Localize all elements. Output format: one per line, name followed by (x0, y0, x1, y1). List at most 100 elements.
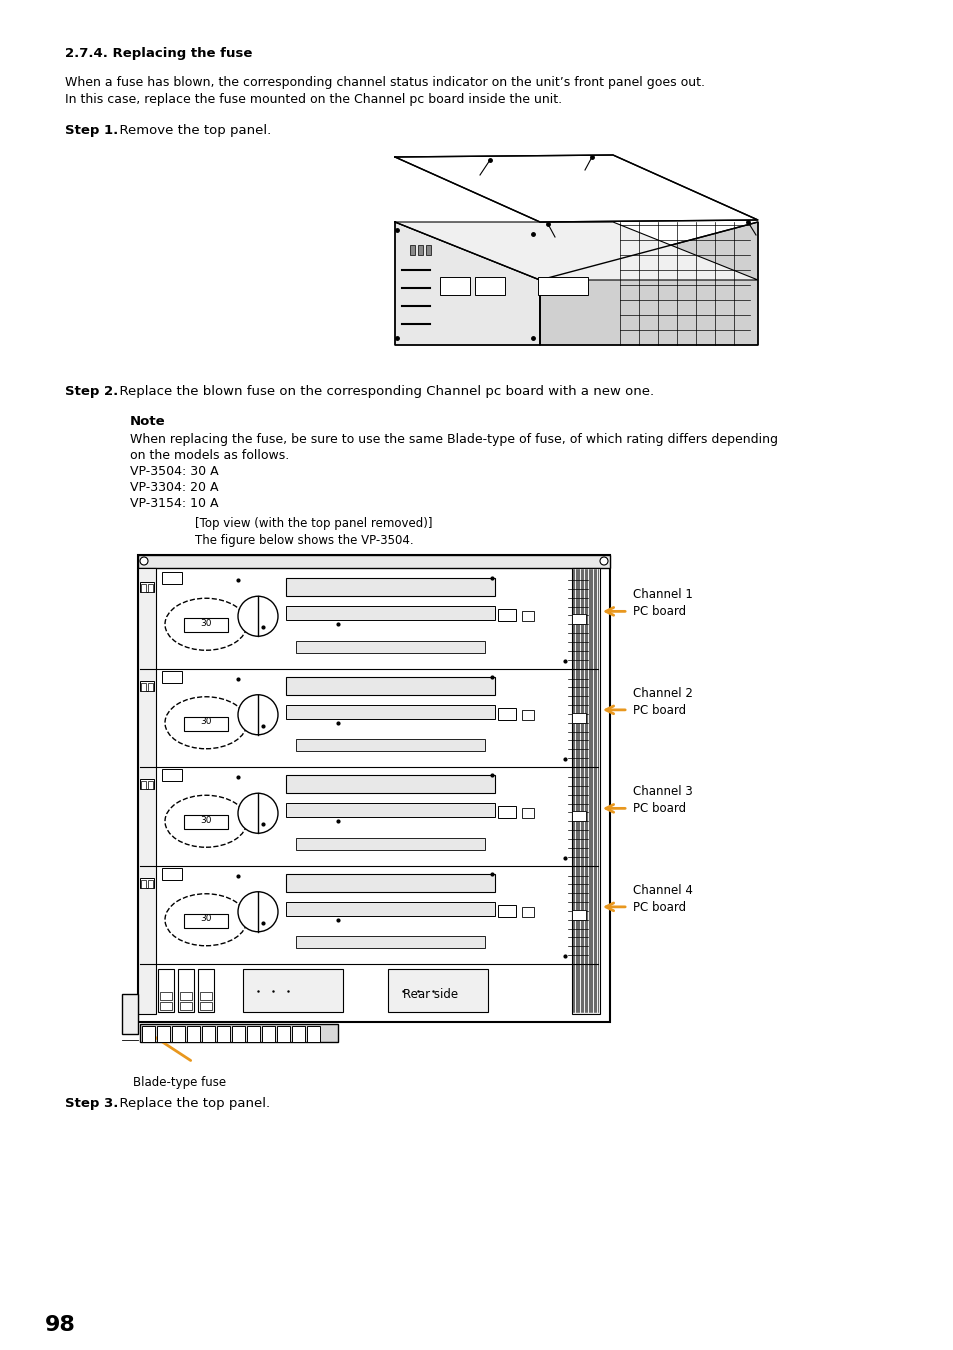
Bar (148, 782, 152, 788)
Bar (141, 585, 146, 593)
Bar (140, 779, 153, 788)
Text: Step 2.: Step 2. (65, 385, 118, 398)
Bar (521, 907, 534, 917)
Bar (307, 1026, 319, 1042)
Bar (140, 1025, 338, 1042)
Bar (572, 713, 585, 722)
Text: Note: Note (130, 414, 166, 428)
Bar (286, 578, 495, 595)
Bar (286, 775, 495, 792)
Bar (162, 769, 182, 782)
Bar (162, 572, 182, 585)
Text: VP-3154: 10 A: VP-3154: 10 A (130, 497, 218, 510)
Bar (172, 1026, 185, 1042)
Bar (286, 902, 495, 915)
Circle shape (237, 794, 277, 833)
Bar (138, 555, 609, 1022)
Text: Step 1.: Step 1. (65, 124, 118, 136)
Bar (162, 671, 182, 683)
Bar (521, 710, 534, 720)
Bar (184, 914, 228, 927)
Bar (200, 1002, 212, 1010)
Bar (216, 1026, 230, 1042)
Bar (295, 738, 484, 751)
Bar (202, 1026, 214, 1042)
Bar (141, 879, 146, 887)
Circle shape (140, 558, 148, 566)
Text: 30: 30 (200, 815, 212, 825)
Text: When a fuse has blown, the corresponding channel status indicator on the unit’s : When a fuse has blown, the corresponding… (65, 76, 704, 89)
Bar (572, 811, 585, 821)
Text: [Top view (with the top panel removed)]: [Top view (with the top panel removed)] (194, 517, 432, 531)
Text: VP-3304: 20 A: VP-3304: 20 A (130, 481, 218, 494)
Text: Channel 3
PC board: Channel 3 PC board (633, 786, 692, 815)
Bar (521, 612, 534, 621)
Bar (276, 1026, 290, 1042)
Bar (160, 992, 172, 1000)
Bar (286, 705, 495, 718)
Bar (141, 782, 146, 788)
Polygon shape (539, 221, 758, 346)
Bar (292, 1026, 305, 1042)
Circle shape (237, 892, 277, 931)
Bar (184, 815, 228, 829)
Bar (243, 969, 343, 1012)
Bar (187, 1026, 200, 1042)
Bar (286, 803, 495, 817)
Bar (388, 969, 488, 1012)
Text: Channel 1
PC board: Channel 1 PC board (633, 589, 692, 618)
Text: The figure below shows the VP-3504.: The figure below shows the VP-3504. (194, 535, 414, 547)
Bar (138, 568, 156, 1014)
Polygon shape (395, 221, 539, 346)
Bar (180, 1002, 192, 1010)
Bar (286, 606, 495, 620)
Circle shape (237, 695, 277, 734)
Bar (497, 609, 516, 621)
Bar (140, 680, 153, 690)
Circle shape (599, 558, 607, 566)
Text: 30: 30 (200, 914, 212, 923)
Text: Remove the top panel.: Remove the top panel. (111, 124, 271, 136)
Bar (180, 992, 192, 1000)
Bar (572, 568, 599, 1014)
Polygon shape (395, 221, 758, 279)
Bar (157, 1026, 170, 1042)
Bar (410, 244, 415, 255)
Bar (140, 582, 153, 593)
Text: 98: 98 (45, 1315, 76, 1335)
Bar (232, 1026, 245, 1042)
Text: Channel 2
PC board: Channel 2 PC board (633, 687, 692, 717)
Bar (178, 969, 193, 1012)
Bar (295, 936, 484, 948)
Bar (148, 879, 152, 887)
Text: Replace the top panel.: Replace the top panel. (111, 1098, 270, 1110)
Text: Replace the blown fuse on the corresponding Channel pc board with a new one.: Replace the blown fuse on the correspond… (111, 385, 654, 398)
Bar (572, 614, 585, 624)
Bar (286, 676, 495, 694)
Text: Blade-type fuse: Blade-type fuse (132, 1076, 226, 1089)
Bar (439, 277, 470, 296)
Bar (160, 1002, 172, 1010)
Bar (148, 585, 152, 593)
Text: VP-3504: 30 A: VP-3504: 30 A (130, 464, 218, 478)
Bar (262, 1026, 274, 1042)
Text: 30: 30 (200, 717, 212, 726)
Polygon shape (395, 155, 758, 221)
Text: 30: 30 (200, 618, 212, 628)
Bar (497, 806, 516, 818)
Bar (148, 683, 152, 690)
Bar (138, 555, 609, 568)
Bar (142, 1026, 154, 1042)
Bar (122, 994, 138, 1034)
Bar (141, 683, 146, 690)
Bar (295, 837, 484, 849)
Bar (497, 707, 516, 720)
Bar (426, 244, 431, 255)
Text: In this case, replace the fuse mounted on the Channel pc board inside the unit.: In this case, replace the fuse mounted o… (65, 93, 561, 107)
Bar (198, 969, 213, 1012)
Bar (572, 910, 585, 919)
Bar (521, 809, 534, 818)
Bar (158, 969, 173, 1012)
Text: Rear side: Rear side (403, 987, 457, 1000)
Text: When replacing the fuse, be sure to use the same Blade-type of fuse, of which ra: When replacing the fuse, be sure to use … (130, 433, 778, 446)
